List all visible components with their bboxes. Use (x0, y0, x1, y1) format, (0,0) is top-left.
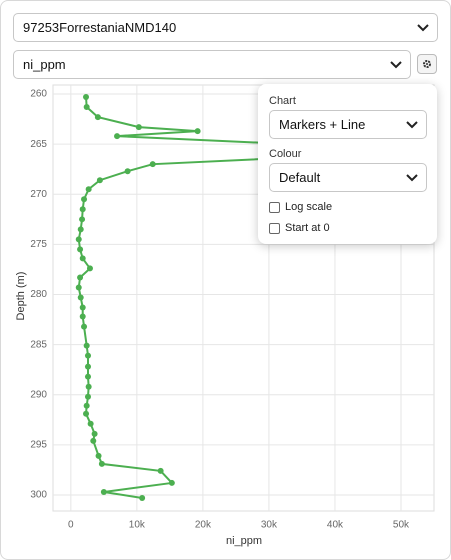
x-tick-label: 10k (129, 520, 146, 531)
point (85, 383, 92, 390)
point (86, 265, 93, 272)
variable-select-text: ni_ppm (23, 57, 66, 72)
point (85, 186, 92, 193)
point (98, 460, 105, 467)
chart-type-select[interactable]: Markers + Line (269, 110, 427, 139)
start-at-0-label: Start at 0 (285, 222, 330, 234)
x-tick-label: 50k (393, 520, 410, 531)
y-tick-label: 285 (30, 339, 47, 350)
settings-button[interactable] (417, 54, 437, 74)
point (87, 420, 94, 427)
point (81, 323, 88, 330)
point (90, 437, 97, 444)
point (114, 133, 121, 140)
point (135, 124, 142, 131)
y-tick-label: 290 (30, 389, 47, 400)
y-tick-label: 300 (30, 490, 47, 501)
point (81, 196, 88, 203)
point (194, 128, 201, 135)
point (75, 236, 82, 243)
point (84, 363, 91, 370)
y-tick-label: 270 (30, 189, 47, 200)
point (83, 94, 90, 101)
start-at-0-option[interactable]: Start at 0 (269, 222, 330, 234)
y-tick-label: 265 (30, 139, 47, 150)
point (83, 104, 90, 111)
hole-select[interactable]: 97253ForrestaniaNMD140 (13, 13, 438, 42)
chevron (417, 23, 429, 31)
x-tick-label: 40k (327, 520, 344, 531)
settings-panel: Chart Markers + Line Colour Default Log … (258, 84, 437, 244)
point (168, 479, 175, 486)
point (91, 430, 98, 437)
point (100, 488, 107, 495)
checkbox[interactable] (269, 201, 280, 213)
plot-frame (52, 84, 435, 512)
point (79, 216, 86, 223)
point (84, 393, 91, 400)
x-tick-label: 0 (68, 520, 74, 531)
point (79, 255, 86, 262)
point (79, 313, 86, 320)
y-tick-label: 295 (30, 439, 47, 450)
colour-label: Colour (269, 148, 302, 160)
chevron (406, 173, 418, 181)
chart-label: Chart (269, 95, 296, 107)
point (77, 246, 84, 253)
log-scale-label: Log scale (285, 201, 333, 213)
x-tick-label: 30k (261, 520, 278, 531)
x-axis-title: ni_ppm (226, 535, 262, 547)
point (96, 177, 103, 184)
chart-type-text: Markers + Line (279, 117, 366, 132)
point (83, 342, 90, 349)
point (95, 452, 102, 459)
chevron (406, 120, 418, 128)
chevron (390, 60, 402, 68)
point (79, 206, 86, 213)
gear-icon (423, 60, 431, 68)
point (79, 304, 86, 311)
point (157, 467, 164, 474)
log-scale-option[interactable]: Log scale (269, 201, 332, 213)
hole-select-text: 97253ForrestaniaNMD140 (23, 20, 177, 35)
point (124, 168, 131, 175)
point (77, 274, 84, 281)
point (83, 410, 90, 417)
variable-select[interactable]: ni_ppm (13, 50, 411, 79)
x-tick-label: 20k (195, 520, 212, 531)
y-tick-label: 280 (30, 289, 47, 300)
checkbox[interactable] (269, 222, 280, 234)
point (77, 226, 84, 233)
point (83, 402, 90, 409)
y-axis-title: Depth (m) (15, 272, 27, 321)
colour-text: Default (279, 170, 321, 185)
point (77, 294, 84, 301)
point (75, 284, 82, 291)
colour-select[interactable]: Default (269, 163, 427, 192)
y-tick-label: 275 (30, 239, 47, 250)
y-tick-label: 260 (30, 89, 47, 100)
point (149, 161, 156, 168)
point (94, 114, 101, 121)
point (84, 352, 91, 359)
point (139, 494, 146, 501)
point (84, 373, 91, 380)
